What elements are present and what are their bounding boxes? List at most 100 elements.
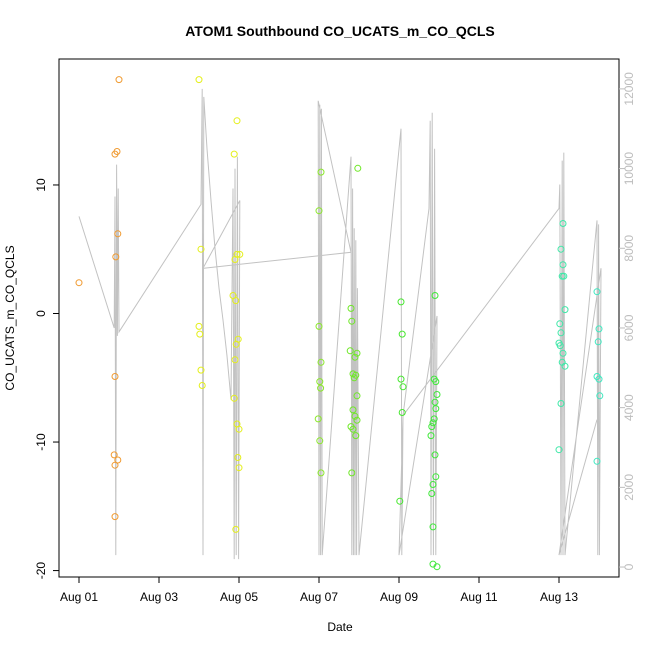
data-point [595,375,603,383]
data-point [432,405,440,413]
data-point [316,378,324,386]
data-point [197,245,205,253]
data-point [317,469,325,477]
y2-tick-label: 10000 [622,152,636,186]
data-point [557,400,565,407]
data-point [314,415,322,423]
data-point [432,378,440,386]
data-point [349,406,357,414]
data-point [429,523,437,531]
data-point [195,76,203,84]
data-point [397,375,405,383]
data-point [110,451,118,459]
x-tick-label: Aug 13 [540,590,578,604]
data-point [427,432,435,440]
data-point [236,250,244,258]
data-point [111,513,119,521]
data-point [75,279,83,287]
x-tick-label: Aug 01 [60,590,98,604]
data-point [111,373,119,380]
data-point [556,320,564,328]
data-point [556,342,564,350]
data-points [75,76,604,571]
x-tick-label: Aug 05 [220,590,258,604]
data-point [353,392,361,400]
data-point [316,437,324,445]
y-tick-label: -20 [34,562,48,580]
y-axis-label: CO_UCATS_m_CO_QCLS [3,245,17,390]
data-point [561,306,569,314]
y2-tick-label: 8000 [622,235,636,262]
data-point [428,423,436,431]
data-point [353,416,361,424]
data-point [233,117,241,125]
data-point [396,497,404,505]
y2-axis: 0 2000 4000 6000 8000 10000 12000 [619,72,636,570]
data-point [593,457,601,465]
data-point [229,292,237,299]
data-point [114,456,122,464]
data-point [196,330,204,338]
data-point [397,298,405,306]
data-point [349,425,357,433]
data-point [430,415,438,423]
y2-tick-label: 6000 [622,314,636,341]
data-point [315,207,323,215]
data-point [595,325,603,333]
x-tick-label: Aug 09 [380,590,418,604]
x-axis-label: Date [327,620,353,634]
data-point [431,451,439,459]
data-point [317,168,325,176]
data-point [398,330,406,338]
y-axis: -20 -10 0 10 [34,178,59,579]
data-point [351,353,359,361]
data-point [347,304,355,312]
data-point [113,148,121,155]
data-point [398,409,406,416]
data-point [234,454,242,461]
data-point [348,469,356,477]
data-point [230,150,238,158]
data-point [232,525,240,533]
data-point [232,340,240,348]
data-point [350,374,358,382]
data-point [555,446,563,454]
x-tick-label: Aug 07 [300,590,338,604]
altitude-series [78,88,602,560]
y-tick-label: 10 [34,178,48,192]
data-point [346,347,354,355]
data-point [559,349,567,357]
y-tick-label: 0 [34,310,48,317]
data-point [230,394,238,402]
chart-title: ATOM1 Southbound CO_UCATS_m_CO_QCLS [185,23,495,39]
data-point [432,473,440,481]
data-point [557,329,565,337]
data-point [433,563,441,571]
data-point [112,253,120,261]
data-point [429,419,437,427]
data-point [561,362,569,370]
data-point [195,322,203,330]
data-point [353,349,361,357]
data-point [354,164,362,172]
data-point [433,391,441,398]
data-point [231,356,239,364]
y2-tick-label: 4000 [622,394,636,421]
data-point [594,338,602,346]
data-point [399,383,407,391]
data-point [233,250,241,258]
data-point [315,322,323,330]
data-point [114,230,122,238]
y2-tick-label: 2000 [622,474,636,501]
data-point [351,412,359,420]
data-point [232,297,240,305]
data-point [593,288,601,296]
data-point [197,366,205,374]
data-point [348,317,356,325]
y2-tick-label: 12000 [622,72,636,106]
data-point [559,220,567,227]
data-point [428,490,436,497]
data-point [198,382,206,389]
plot-frame [58,58,620,578]
